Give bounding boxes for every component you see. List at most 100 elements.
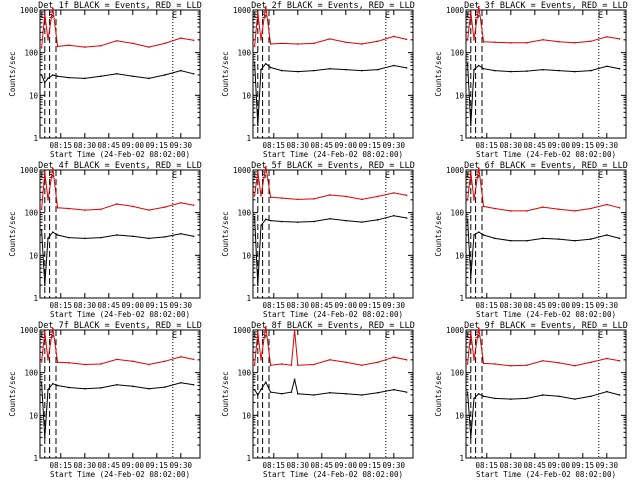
data-point [574,210,576,212]
data-point [377,40,379,43]
data-point [574,42,576,44]
data-point [192,383,195,386]
data-point [47,388,49,391]
data-point [164,360,166,363]
data-point [84,46,86,48]
plot-frame [465,169,627,299]
series-line [254,215,407,286]
data-point [377,361,379,364]
data-point [290,364,293,366]
event-marker-label: E [385,331,390,341]
data-point [100,44,102,47]
x-axis-label: Start Time (24-Feb-02 08:02:00) [476,310,616,319]
data-point [345,195,347,198]
chart-panel: Det 1f BLACK = Events, RED = LLD 1 10 100 10… [8,1,202,159]
x-tick-label: 08:30 [500,301,523,310]
data-point [297,70,299,73]
x-tick-label: 08:30 [74,461,97,470]
data-point [510,42,512,44]
data-point [478,392,480,395]
data-point [56,234,59,236]
x-axis-label: Start Time (24-Feb-02 08:02:00) [476,470,616,479]
data-point [345,392,347,395]
x-tick-label: 08:45 [524,141,547,150]
series-line [467,328,620,367]
x-tick-label: 09:15 [146,461,169,470]
data-point [494,363,496,365]
data-point [377,195,379,198]
y-tick-label: 10 [29,91,39,100]
data-point [269,43,272,45]
x-tick-label: 09:15 [146,301,169,310]
data-point [590,207,592,210]
y-tick-label: 100 [450,369,464,378]
x-tick-label: 08:45 [524,461,547,470]
plot-frame [39,169,201,299]
y-tick-label: 100 [24,369,38,378]
y-axis-label: Counts/sec [221,51,230,96]
series-line [41,8,194,48]
data-point [44,284,46,286]
data-point [253,194,256,197]
y-tick-label: 100 [237,209,251,218]
data-point [180,202,182,204]
x-tick-label: 08:30 [287,141,310,150]
data-point [466,363,469,365]
data-point [269,364,272,366]
data-point [180,37,182,39]
event-marker-label: E [598,11,603,21]
event-marker-label: E [466,331,471,341]
data-point [265,165,267,168]
chart-panel: Det 3f BLACK = Events, RED = LLD 1 10 100 10… [434,1,628,159]
chart-title: Det 1f BLACK = Events, RED = LLD [38,1,202,11]
y-tick-label: 100 [24,49,38,58]
data-point [281,220,283,223]
x-tick-label: 09:30 [383,141,406,150]
data-point [329,194,331,196]
y-tick-label: 100 [24,209,38,218]
data-point [590,395,592,398]
data-point [100,363,102,365]
x-tick-label: 08:15 [476,141,499,150]
data-point [526,70,528,72]
x-tick-label: 08:45 [98,301,121,310]
data-point [269,391,272,393]
y-tick-label: 1000 [20,326,39,335]
series-line [254,62,407,126]
x-tick-label: 08:15 [50,141,73,150]
data-point [405,194,408,197]
data-point [466,391,469,393]
data-point [618,237,621,240]
data-point [574,239,576,242]
data-point [473,39,475,41]
y-tick-label: 1 [459,294,464,303]
data-point [473,397,475,400]
data-point [40,381,43,383]
chart-panel: Det 8f BLACK = Events, RED = LLD 1 10 100 10… [221,321,415,479]
data-point [116,39,118,42]
data-point [132,235,134,238]
data-point [257,171,259,173]
data-point [40,228,43,231]
data-point [345,219,347,222]
data-point [361,198,363,201]
data-point [52,167,54,170]
x-tick-label: 09:30 [596,141,619,150]
data-point [618,207,621,209]
y-axis-label: Counts/sec [434,371,443,416]
data-point [574,398,576,400]
data-point [148,209,150,211]
x-tick-label: 09:30 [170,461,193,470]
chart-title: Det 5f BLACK = Events, RED = LLD [251,161,415,171]
data-point [393,64,395,67]
data-point [281,69,283,72]
y-tick-label: 100 [237,369,251,378]
y-axis-label: Counts/sec [8,211,17,256]
data-point [542,237,544,240]
data-point [44,436,46,439]
series-line [41,168,194,211]
data-point [590,69,592,72]
x-tick-label: 08:15 [50,301,73,310]
x-tick-label: 09:15 [359,301,382,310]
series-line [41,382,194,438]
